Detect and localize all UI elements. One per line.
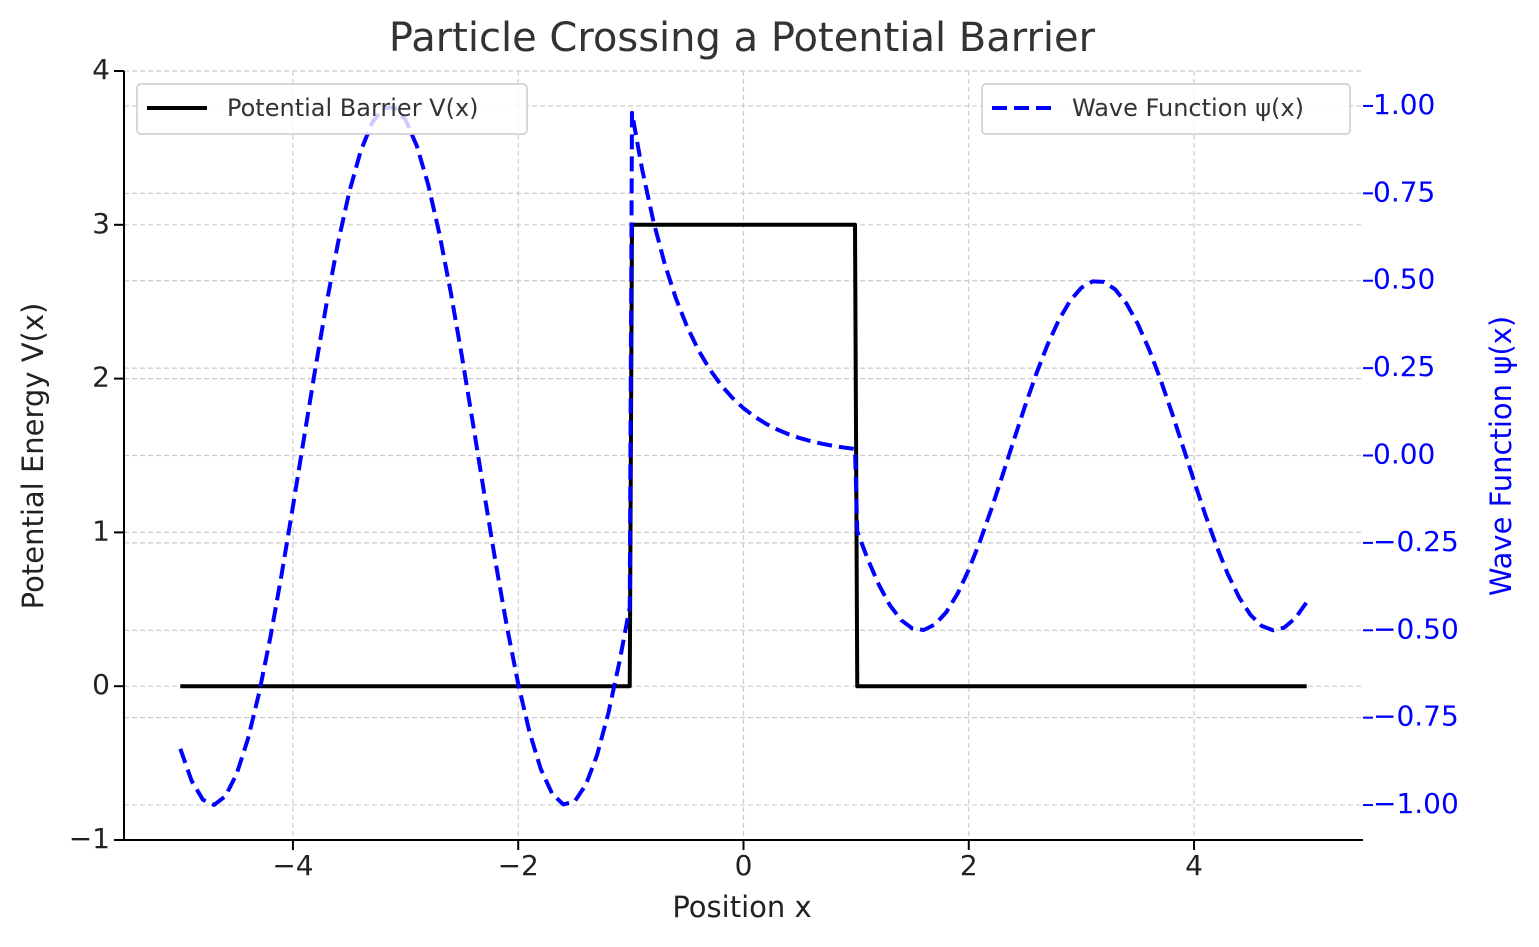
y2-tick-label: 0.75 [1373, 175, 1435, 208]
y2-tick-label: −0.25 [1373, 525, 1459, 558]
y2-tick-label: 0.00 [1373, 438, 1435, 471]
y2-tick-label: 0.25 [1373, 350, 1435, 383]
y-tick-label: 1 [92, 514, 110, 547]
legend-label: Wave Function ψ(x) [1072, 94, 1304, 122]
y2-axis-label: Wave Function ψ(x) [1484, 316, 1518, 596]
y2-tick-label: 0.50 [1373, 263, 1435, 296]
x-tick-label: 4 [1185, 849, 1203, 882]
y-tick-label: 3 [92, 207, 110, 240]
legend-label: Potential Barrier V(x) [227, 94, 479, 122]
x-axis-label: Position x [672, 890, 811, 924]
y-tick-label: 0 [92, 668, 110, 701]
y-tick-label: −1 [69, 822, 110, 855]
y2-tick-label: −0.75 [1373, 700, 1459, 733]
y-axis-label: Potential Energy V(x) [16, 303, 50, 610]
x-tick-label: 2 [960, 849, 978, 882]
x-tick-label: −4 [272, 849, 313, 882]
y2-tick-label: 1.00 [1373, 88, 1435, 121]
legend-box [136, 83, 528, 135]
y-tick-label: 2 [92, 361, 110, 394]
legend-box [981, 83, 1351, 135]
y-tick-label: 4 [92, 53, 110, 86]
y2-tick-label: −0.50 [1373, 612, 1459, 645]
y2-tick-label: −1.00 [1373, 787, 1459, 820]
chart-title: Particle Crossing a Potential Barrier [389, 15, 1096, 61]
x-tick-label: −2 [498, 849, 539, 882]
x-tick-label: 0 [735, 849, 753, 882]
data-line [180, 222, 1307, 689]
